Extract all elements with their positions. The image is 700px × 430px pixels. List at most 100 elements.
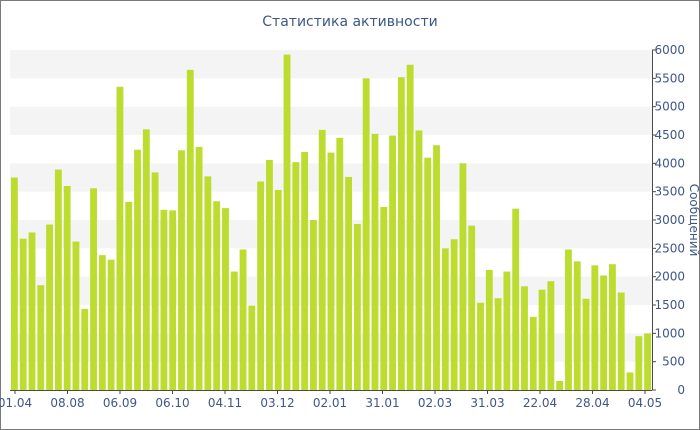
bar [28,232,36,390]
bar [318,129,326,390]
y-tick-label: 4500 [654,128,685,142]
bar [336,137,344,390]
bar [406,64,414,390]
bar [450,239,458,390]
bar [54,169,62,390]
bar [345,176,353,390]
x-tick-label: 28.04 [575,396,609,410]
x-tick-labels: 01.04 08.08 06.09 06.10 04.11 03.12 02.01 31.01… [0,396,662,410]
y-tick-label: 3000 [654,213,685,227]
bar [538,289,546,390]
bar [503,271,511,390]
y-tick-label: 6000 [654,43,685,57]
bar [19,238,27,390]
bar [10,177,18,390]
x-tick-label: 31.01 [365,396,399,410]
x-tick-label: 03.12 [260,396,294,410]
bar [160,209,168,390]
bar [547,281,555,390]
bar [521,286,528,390]
x-tick-label: 04.11 [208,396,242,410]
y-tick-label: 3500 [654,185,685,199]
bar [600,275,608,390]
bar [248,305,256,390]
x-tick-label: 04.05 [628,396,662,410]
bar [72,241,80,390]
bar [63,186,71,390]
bar [380,206,388,390]
bar [46,224,54,390]
bar [186,69,194,390]
bar [81,308,89,390]
x-tick-label: 06.10 [155,396,189,410]
bar [327,152,335,390]
bar [90,188,97,390]
bar-series [10,54,652,390]
bar [626,372,634,390]
bar [617,292,625,390]
x-tick-label: 02.03 [418,396,452,410]
bar [582,298,590,390]
bar [151,172,159,390]
bar [573,261,581,390]
chart-axes [10,49,656,394]
y-tick-label: 4000 [654,156,685,170]
bar [107,259,115,390]
bar [125,201,133,390]
bar [213,201,221,390]
bar [362,78,370,390]
x-tick-label: 06.09 [103,396,137,410]
bar [283,54,291,390]
bar [494,298,502,390]
bar [257,181,265,390]
bar [292,162,300,390]
y-tick-label: 1500 [654,298,685,312]
y-tick-label: 5000 [654,100,685,114]
bar [397,77,405,390]
x-tick-label: 31.03 [470,396,504,410]
bar [204,176,212,390]
bar [477,302,484,390]
grid-band [10,50,652,79]
bar [98,255,106,390]
bar [424,157,432,390]
bar [178,150,185,390]
bar [415,130,423,390]
bar [468,225,476,390]
bar [169,210,177,390]
y-tick-labels: 0 500 1000 1500 2000 2500 3000 3500 4000 4500 5000… [654,43,685,397]
y-tick-label: 1000 [654,326,685,340]
bar [485,269,493,390]
bar [556,380,564,390]
y-tick-label: 5500 [654,71,685,85]
x-tick-label: 22.04 [523,396,557,410]
bar [644,333,652,390]
bar [433,145,440,390]
bar [565,249,572,390]
bar [608,264,616,390]
bar [274,189,282,390]
bar [635,336,643,390]
bar [116,86,124,390]
bar [195,146,203,390]
chart-title: Статистика активности [262,14,438,30]
bar [353,223,361,390]
y-tick-label: 2000 [654,270,685,284]
x-tick-label: 08.08 [50,396,84,410]
bar [134,149,141,390]
bar [529,316,537,390]
grid-band [10,106,652,135]
bar [459,163,467,390]
bar [371,133,379,390]
bar [309,220,317,390]
y-tick-label: 2500 [654,241,685,255]
bar [37,285,45,390]
x-tick-label: 01.04 [0,396,32,410]
bar [512,208,520,390]
bar [441,248,449,390]
bar [230,271,238,390]
bar [266,159,273,390]
y-tick-label: 500 [662,355,685,369]
bar [389,135,396,390]
